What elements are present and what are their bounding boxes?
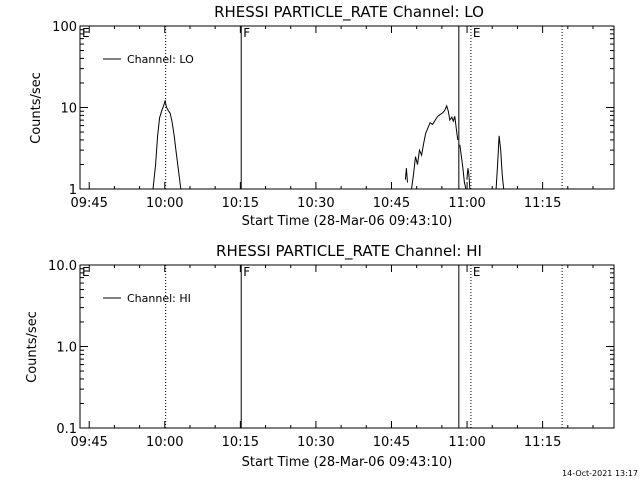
panel-lo-xtick-label: 10:30 [297,196,334,211]
panel-hi-xtick-label: 11:00 [448,435,485,450]
panel-lo-series-line [152,99,182,190]
panel-hi-title: RHESSI PARTICLE_RATE Channel: HI [216,242,482,261]
panel-lo-ytick-label: 1 [69,183,77,198]
panel-hi-xtick-label: 10:00 [146,435,183,450]
panel-lo: RHESSI PARTICLE_RATE Channel: LO Start T… [29,3,484,229]
panel-lo-xtick-label: 10:45 [373,196,410,211]
panel-lo-series-line [495,135,505,190]
panel-lo-xlabel: Start Time (28-Mar-06 09:43:10) [242,214,453,229]
panel-lo-series-line [404,168,408,183]
panel-lo-flag-label: E [473,26,481,40]
panel-hi-xtick-label: 10:45 [373,435,410,450]
panel-hi-xtick-label: 09:45 [70,435,107,450]
panel-lo-series-line [459,144,467,190]
panel-hi-ytick-label: 0.1 [56,422,77,437]
panel-hi-flag-label: F [243,265,250,279]
panel-lo-series-line [466,168,471,190]
panel-hi-xtick-label: 10:30 [297,435,334,450]
panel-hi-flag-label: E [82,265,90,279]
panel-hi-legend-label: Channel: HI [127,292,191,305]
panel-lo-title: RHESSI PARTICLE_RATE Channel: LO [214,3,484,22]
panel-lo-xtick-label: 10:15 [222,196,259,211]
panel-lo-flag-label: F [243,26,250,40]
panel-hi: RHESSI PARTICLE_RATE Channel: HI Start T… [25,242,482,470]
panel-lo-flag-label: E [82,26,90,40]
panel-lo-xtick-label: 10:00 [146,196,183,211]
panel-hi-ytick-label: 1.0 [56,341,77,356]
panel-lo-xtick-label: 11:00 [448,196,485,211]
panel-hi-xlabel: Start Time (28-Mar-06 09:43:10) [242,455,453,470]
footer-timestamp: 14-Oct-2021 13:17 [562,469,638,478]
panel-hi-ylabel: Counts/sec [25,311,40,383]
panel-lo-series-line [411,104,459,190]
panel-hi-xtick-label: 10:15 [222,435,259,450]
panel-lo-ylabel: Counts/sec [29,72,44,144]
panel-hi-flag-label: E [473,265,481,279]
panel-lo-xtick-label: 09:45 [70,196,107,211]
panel-lo-legend-label: Channel: LO [127,53,194,66]
panel-lo-ytick-label: 100 [52,20,77,35]
panel-lo-ytick-label: 10 [60,102,77,117]
panel-hi-xtick-label: 11:15 [524,435,561,450]
panel-lo-xtick-label: 11:15 [524,196,561,211]
panel-hi-ytick-label: 10.0 [48,259,77,274]
